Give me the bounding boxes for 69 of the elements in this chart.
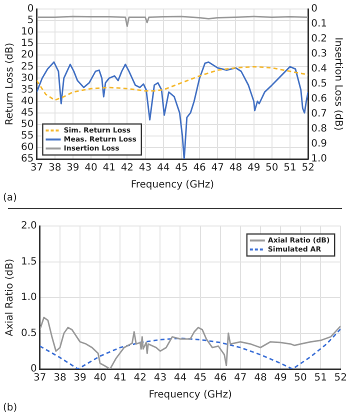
x-tick-label: 42: [134, 372, 147, 384]
y-tick-label: 2.0: [20, 220, 37, 232]
y-tick-label: 15: [20, 38, 34, 50]
y-tick-label: 0: [27, 4, 34, 15]
x-tick-label: 40: [94, 372, 106, 384]
y-tick-label: 20: [20, 50, 34, 61]
y-tick-label: 50: [20, 118, 34, 130]
y-tick-label: 45: [20, 107, 34, 118]
y2-tick-label: 0.7: [311, 108, 328, 120]
x-tick-label: 49: [274, 372, 287, 384]
y-tick-label: 60: [20, 142, 34, 154]
x-tick-label: 52: [302, 162, 314, 174]
y-tick-label: 5: [27, 15, 34, 26]
y-tick-label: 40: [20, 96, 34, 107]
x-tick-label: 45: [194, 372, 207, 384]
text: (b): [3, 402, 18, 414]
x-tick-label: 38: [48, 162, 62, 174]
x-tick-label: 41: [114, 372, 126, 384]
x-tick-label: 50: [294, 372, 307, 384]
y2-tick-label: 0.3: [311, 48, 328, 60]
x-tick-label: 39: [66, 162, 80, 174]
y-tick-label: 0.5: [20, 328, 37, 339]
x-tick-label: 43: [154, 372, 167, 384]
x-tick-label: 51: [314, 372, 327, 384]
x-tick-label: 41: [102, 162, 116, 174]
x-tick-label: 38: [54, 372, 66, 384]
x-tick-label: 45: [175, 162, 188, 174]
y2-tick-label: 0.1: [311, 18, 328, 30]
x-tick-label: 40: [84, 162, 98, 174]
x-tick-label: 43: [138, 162, 152, 174]
x-tick-label: 37: [34, 372, 46, 384]
y2-tick-label: 0.5: [311, 78, 328, 90]
x-tick-label: 37: [30, 162, 44, 174]
y-tick-label: 25: [20, 61, 34, 72]
x-tick-label: 47: [234, 372, 247, 384]
y-tick-label: 1.0: [20, 292, 37, 304]
x-tick-label: 42: [120, 162, 134, 174]
x-tick-label: 47: [211, 162, 224, 174]
y2-tick-label: 0.9: [311, 138, 328, 150]
x-tick-label: 39: [74, 372, 86, 384]
y2-tick-label: 0.2: [311, 34, 328, 45]
y-tick-label: 30: [20, 72, 34, 84]
y2-tick-label: 0.4: [311, 64, 328, 75]
x-tick-label: 49: [247, 162, 260, 174]
y2-tick-label: 0.6: [311, 94, 328, 105]
y-axis-title: Return Loss (dB): [4, 42, 16, 126]
y-tick-label: 1.5: [20, 256, 37, 268]
y-tick-label: 55: [20, 130, 34, 142]
x-tick-label: 44: [174, 372, 187, 384]
y2-tick-label: 0.8: [311, 124, 328, 135]
text: (a): [3, 192, 18, 204]
x-tick-label: 52: [334, 372, 348, 384]
x-tick-label: 46: [193, 162, 206, 174]
y-tick-label: 0: [30, 364, 37, 375]
x-tick-label: 51: [284, 162, 296, 174]
x-axis-title: Frequency (GHz): [130, 180, 214, 191]
x-axis-title: Frequency (GHz): [148, 390, 232, 401]
y2-axis-title: Insertion Loss (dB): [332, 37, 344, 131]
y2-tick-label: 0: [311, 4, 318, 15]
y-tick-label: 10: [20, 26, 34, 38]
line-series: [36, 66, 308, 101]
x-tick-label: 50: [266, 162, 278, 174]
y-tick-label: 35: [20, 84, 34, 96]
x-tick-label: 48: [254, 372, 267, 384]
x-tick-label: 44: [157, 162, 170, 174]
y-axis-title: Axial Ratio (dB): [4, 258, 16, 336]
y-tick-label: 65: [20, 154, 34, 165]
x-tick-label: 48: [229, 162, 242, 174]
x-tick-label: 46: [214, 372, 227, 384]
